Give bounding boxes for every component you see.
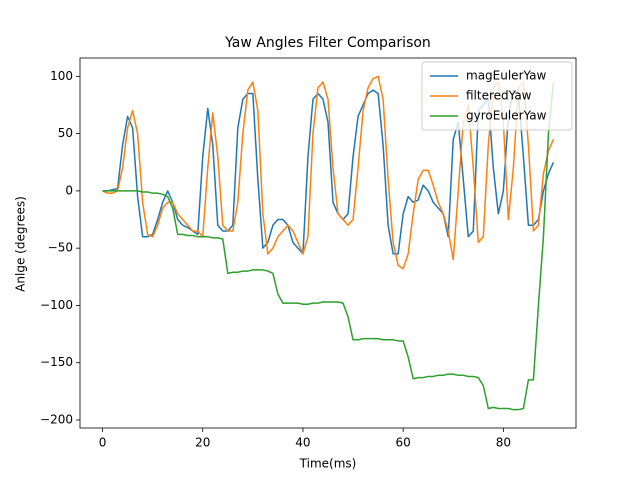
series-line <box>102 81 555 411</box>
y-tick-label: −50 <box>48 241 73 255</box>
y-tick-label: 0 <box>65 183 73 197</box>
x-tick-label: 40 <box>295 436 310 450</box>
x-tick-label: 60 <box>396 436 411 450</box>
legend-label: gyroEulerYaw <box>466 109 547 123</box>
x-axis-label: Time(ms) <box>299 457 357 471</box>
y-tick-label: 50 <box>58 126 73 140</box>
y-tick-label: 100 <box>50 69 73 83</box>
x-tick-label: 80 <box>496 436 511 450</box>
y-tick-label: −100 <box>40 298 73 312</box>
series-line <box>102 75 555 270</box>
x-tick-label: 0 <box>99 436 107 450</box>
y-tick-label: −200 <box>40 412 73 426</box>
plot-frame <box>79 57 577 429</box>
y-axis-label: Anlge (degrees) <box>14 196 28 292</box>
y-tick-label: −150 <box>40 355 73 369</box>
chart-title: Yaw Angles Filter Comparison <box>224 35 431 51</box>
legend-label: filteredYaw <box>466 89 532 103</box>
legend-box <box>421 61 573 131</box>
legend-label: magEulerYaw <box>466 69 547 83</box>
x-tick-label: 20 <box>195 436 210 450</box>
